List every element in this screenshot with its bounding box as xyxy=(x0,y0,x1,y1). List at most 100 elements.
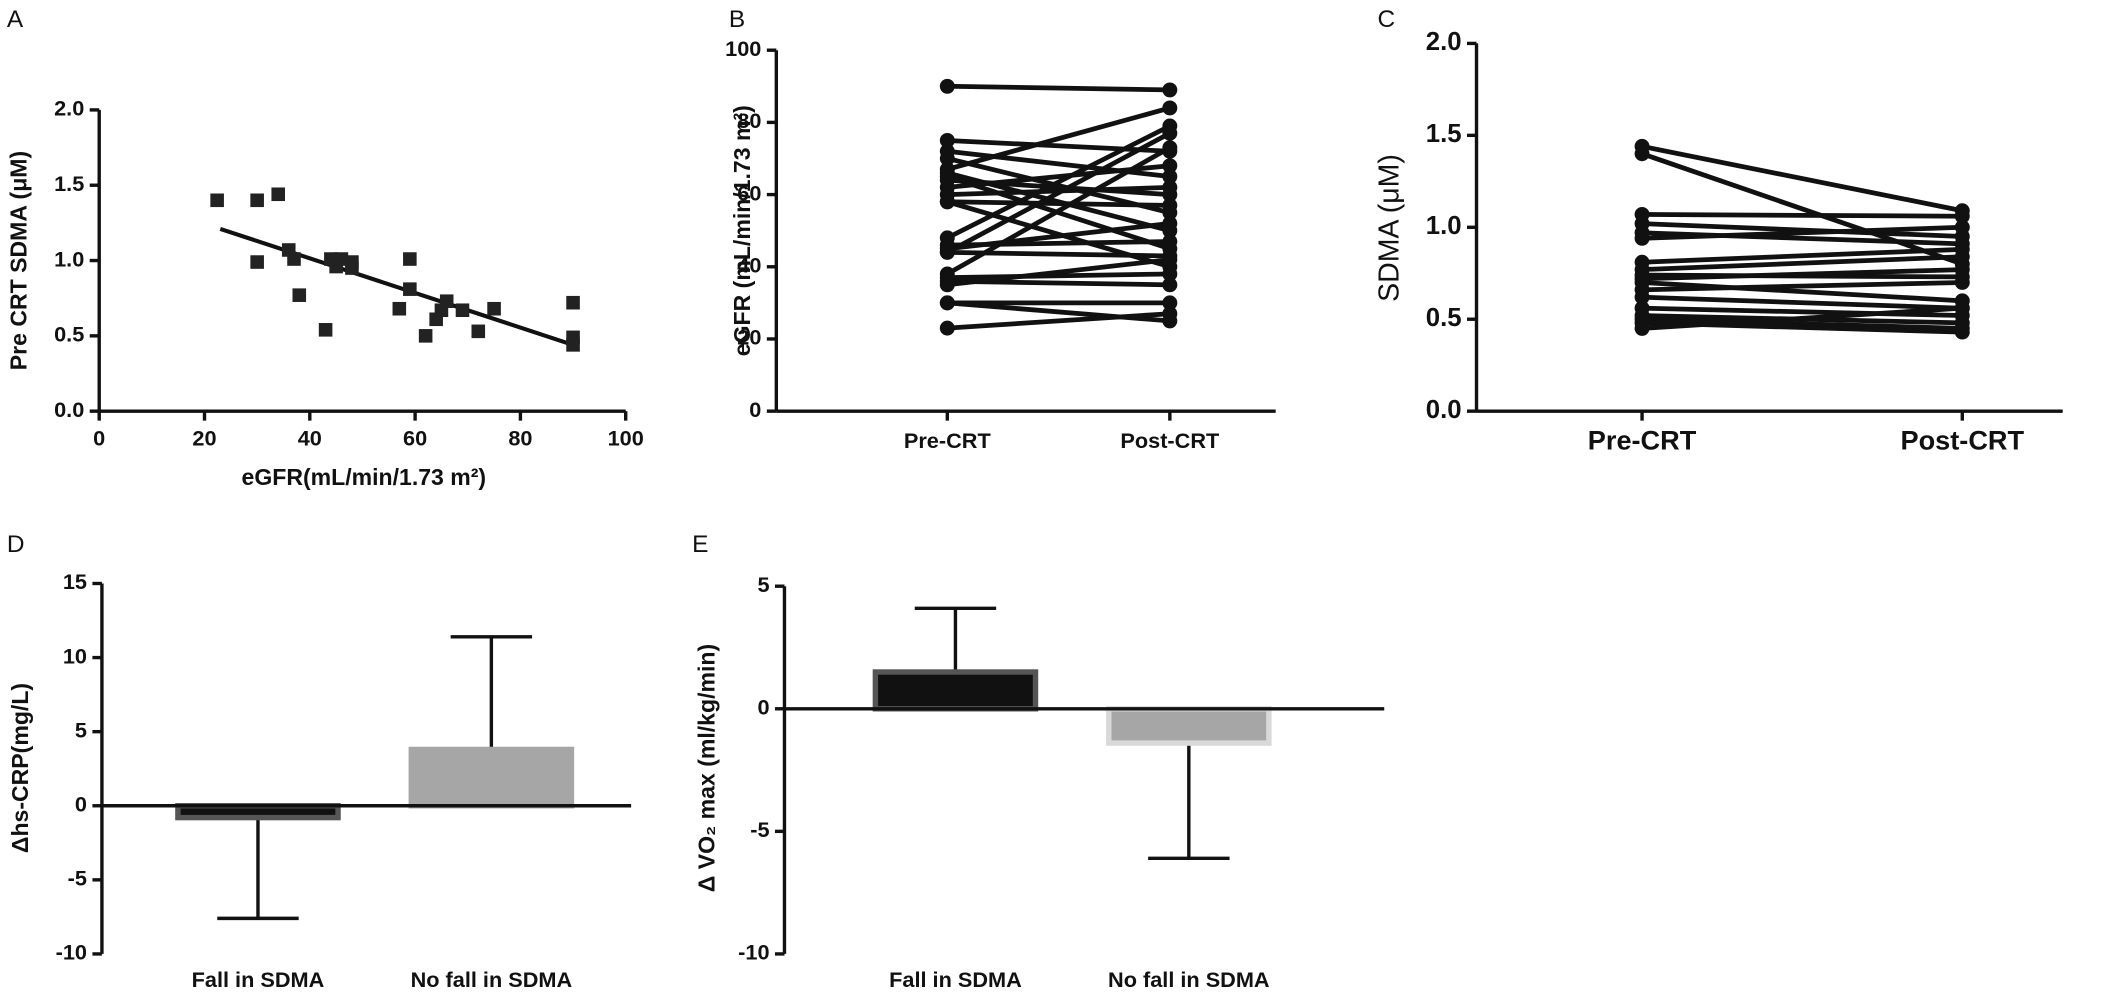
bar xyxy=(408,746,575,809)
pair-line xyxy=(1641,280,1963,304)
pair-line xyxy=(1641,316,1963,331)
y-tick-label: -10 xyxy=(738,940,769,965)
point xyxy=(939,194,955,210)
point xyxy=(1162,140,1178,156)
point xyxy=(487,301,501,316)
y-tick-label: 15 xyxy=(63,569,87,594)
y-axis-label: Δ VO₂ max (ml/kg/min) xyxy=(694,644,720,892)
point xyxy=(566,295,580,310)
y-tick-label: 10 xyxy=(63,643,87,668)
point xyxy=(318,323,333,337)
y-tick-label: 0.5 xyxy=(54,322,84,347)
y-tick-label: 5 xyxy=(757,572,769,597)
point xyxy=(939,151,955,166)
point xyxy=(566,338,580,352)
point xyxy=(939,78,955,94)
point xyxy=(292,288,307,302)
point xyxy=(345,261,359,275)
y-tick-label: 0.0 xyxy=(1426,396,1462,424)
point xyxy=(1634,289,1650,305)
point xyxy=(939,295,955,311)
point xyxy=(439,294,454,308)
point xyxy=(1954,262,1970,278)
trendline xyxy=(219,226,574,347)
pair-line xyxy=(1641,221,1963,239)
y-tick-label: 0 xyxy=(757,695,769,720)
point xyxy=(1954,300,1970,316)
point xyxy=(334,252,349,266)
panel-letter: D xyxy=(7,531,25,558)
x-axis-label: eGFR(mL/min/1.73 m²) xyxy=(242,464,487,490)
pair-line xyxy=(946,145,1172,277)
pair-line xyxy=(947,257,1171,288)
point xyxy=(939,277,955,293)
point xyxy=(1162,169,1178,185)
y-tick-label: 1.0 xyxy=(54,246,84,271)
point xyxy=(1162,82,1178,98)
point xyxy=(1634,320,1650,336)
pair-line xyxy=(947,311,1170,331)
y-tick-label: 1.5 xyxy=(54,171,84,196)
x-tick-label: Pre-CRT xyxy=(1588,425,1697,456)
x-tick-label: Fall in SDMA xyxy=(889,967,1022,992)
point xyxy=(1634,146,1650,162)
point xyxy=(1162,295,1178,311)
y-tick-label: 60 xyxy=(737,180,761,205)
pair-line xyxy=(946,123,1171,241)
point xyxy=(392,301,407,316)
point xyxy=(939,244,955,260)
point xyxy=(403,252,417,266)
y-tick-label: 0.0 xyxy=(54,397,84,422)
pair-line xyxy=(947,148,1171,179)
y-axis-label: eGFR (mL/min/1.73 m²) xyxy=(729,105,755,356)
point xyxy=(1162,306,1178,322)
pair-line xyxy=(947,138,1170,154)
point xyxy=(1162,252,1178,268)
pair-line xyxy=(947,221,1171,252)
x-tick-label: 60 xyxy=(403,425,427,450)
point xyxy=(1162,197,1178,213)
bar xyxy=(1106,706,1272,746)
pair-line xyxy=(947,83,1170,93)
y-axis-label: SDMA (μM) xyxy=(1374,154,1406,302)
panel-letter: A xyxy=(7,6,24,33)
point xyxy=(1954,208,1970,224)
y-tick-label: 0.5 xyxy=(1426,304,1462,332)
point xyxy=(250,255,264,269)
point xyxy=(403,282,417,296)
x-tick-label: 100 xyxy=(608,425,644,450)
pair-line xyxy=(1641,224,1963,241)
point xyxy=(1954,274,1970,290)
panel-letter: B xyxy=(729,6,745,33)
y-tick-label: 20 xyxy=(737,325,761,350)
panel-letter: C xyxy=(1377,6,1395,33)
point xyxy=(471,324,486,339)
x-tick-label: Post-CRT xyxy=(1901,425,2025,456)
point xyxy=(210,193,224,208)
pair-line xyxy=(946,105,1171,172)
x-tick-label: 0 xyxy=(93,425,105,450)
panel-letter: E xyxy=(692,531,708,558)
pair-line xyxy=(1641,254,1963,272)
pair-line xyxy=(947,271,1170,280)
x-tick-label: 40 xyxy=(298,425,322,450)
y-tick-label: 1.0 xyxy=(1426,212,1462,240)
x-tick-label: No fall in SDMA xyxy=(411,967,573,992)
point xyxy=(1162,125,1178,141)
y-axis-label: Pre CRT SDMA (μM) xyxy=(6,151,32,370)
x-tick-label: 80 xyxy=(508,425,532,450)
pair-line xyxy=(946,131,1171,255)
pair-line xyxy=(1641,246,1963,265)
bar xyxy=(175,803,341,821)
y-tick-label: 5 xyxy=(75,717,87,742)
y-tick-label: 0 xyxy=(75,791,87,816)
point xyxy=(1634,230,1650,246)
pair-line xyxy=(1641,294,1963,311)
y-tick-label: 40 xyxy=(737,253,761,278)
pair-line xyxy=(1642,280,1963,293)
point xyxy=(250,193,264,208)
point xyxy=(939,320,955,336)
point xyxy=(1954,324,1970,340)
x-tick-label: 20 xyxy=(192,425,216,450)
